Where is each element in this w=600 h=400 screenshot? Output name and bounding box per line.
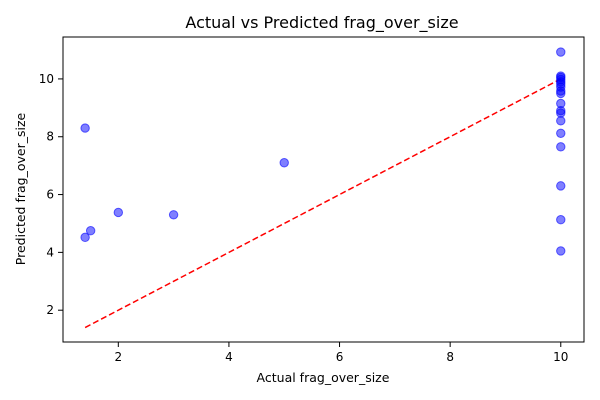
data-point — [556, 142, 566, 152]
data-point — [556, 88, 566, 99]
data-point — [168, 210, 179, 220]
x-tick-label: 8 — [446, 350, 454, 364]
data-point — [80, 123, 90, 133]
x-axis: 2 4 6 8 10 — [114, 342, 568, 364]
plot-frame — [62, 36, 585, 343]
y-tick-label: 2 — [46, 303, 54, 317]
y-axis-label: Predicted frag_over_size — [13, 112, 28, 265]
data-point — [556, 108, 566, 118]
x-tick-label: 2 — [114, 350, 122, 364]
data-point — [556, 47, 566, 57]
data-point — [556, 116, 566, 126]
reference-line-layer — [84, 78, 562, 329]
chart-title: Actual vs Predicted frag_over_size — [185, 13, 458, 33]
x-tick-label: 10 — [553, 350, 568, 364]
data-point — [556, 128, 566, 138]
x-tick-label: 4 — [225, 350, 233, 364]
reference-line — [84, 78, 562, 329]
y-tick-label: 8 — [46, 130, 54, 144]
data-point — [113, 207, 124, 218]
data-point — [279, 158, 289, 168]
data-point — [85, 225, 96, 236]
y-tick-label: 6 — [46, 188, 54, 202]
plot-area — [62, 36, 585, 343]
data-point — [80, 232, 90, 243]
data-point — [556, 246, 566, 256]
points-layer — [80, 47, 566, 256]
x-tick-label: 6 — [336, 350, 344, 364]
y-axis: 2 4 6 8 10 — [39, 72, 63, 317]
data-point — [556, 181, 566, 191]
y-tick-label: 10 — [39, 72, 54, 86]
x-axis-label: Actual frag_over_size — [257, 370, 390, 385]
data-point — [556, 215, 566, 225]
y-tick-label: 4 — [46, 245, 54, 259]
